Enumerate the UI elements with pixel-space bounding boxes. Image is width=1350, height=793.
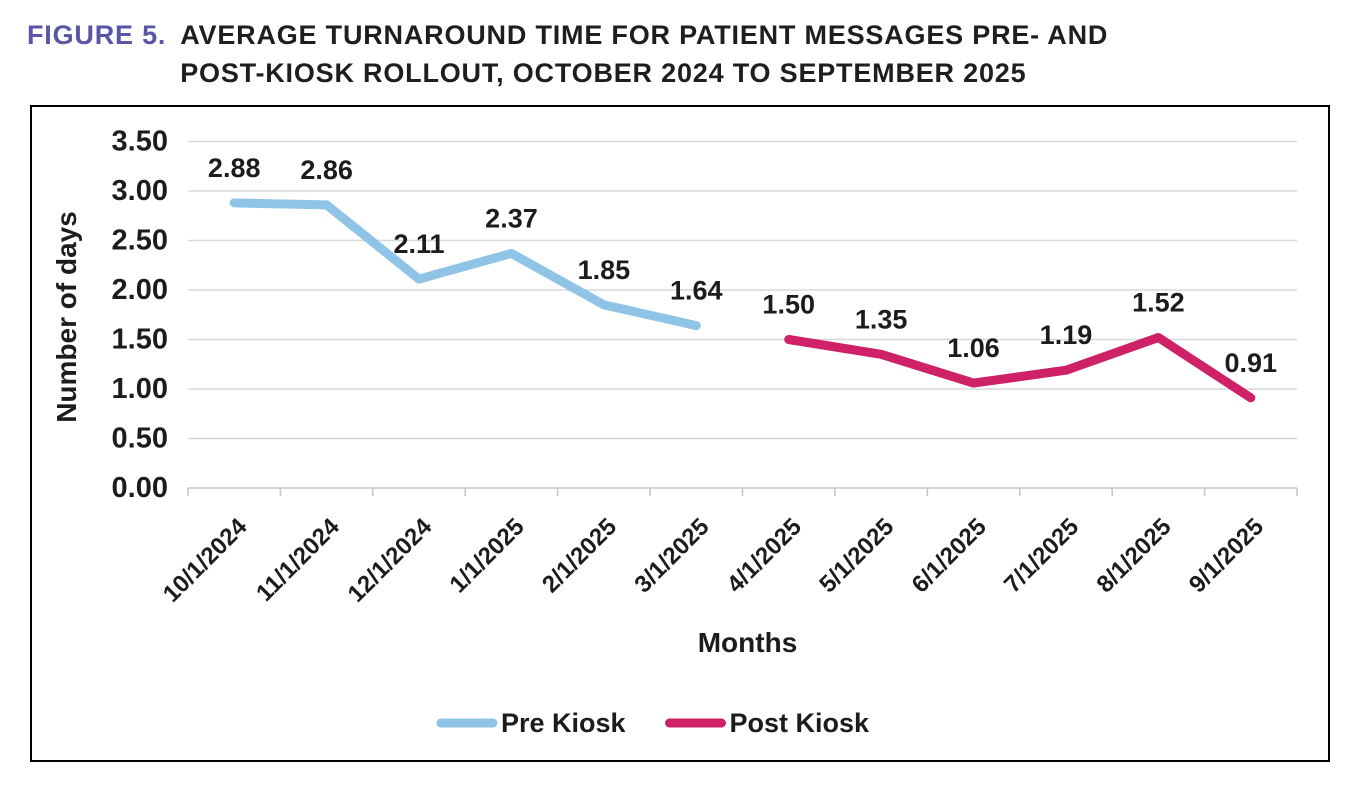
value-label: 2.11 — [394, 229, 445, 259]
x-tick-label: 10/1/2024 — [158, 513, 253, 608]
series-line-post-kiosk — [784, 333, 1256, 403]
x-tick-label: 2/1/2025 — [537, 513, 622, 598]
y-tick-label: 0.00 — [112, 472, 168, 504]
value-label: 1.85 — [578, 255, 631, 285]
figure-title-line-2: POST-KIOSK ROLLOUT, OCTOBER 2024 TO SEPT… — [180, 58, 1027, 88]
figure-title-text: AVERAGE TURNAROUND TIME FOR PATIENT MESS… — [180, 16, 1108, 92]
figure-title: FIGURE 5. AVERAGE TURNAROUND TIME FOR PA… — [27, 16, 1108, 92]
x-tick-label: 4/1/2025 — [722, 513, 807, 598]
x-axis-title: Months — [698, 627, 798, 658]
value-label: 1.50 — [762, 290, 815, 320]
y-tick-label: 1.00 — [112, 373, 168, 405]
y-tick-labels: 0.00 0.50 1.00 1.50 2.00 2.50 3.00 3.50 — [112, 126, 168, 505]
value-label: 1.64 — [670, 276, 723, 306]
legend-item-pre-kiosk: Pre Kiosk — [436, 708, 627, 738]
x-tick-label: 7/1/2025 — [999, 513, 1084, 598]
x-tick-label: 8/1/2025 — [1091, 513, 1176, 598]
x-axis-ticks — [187, 488, 1298, 496]
y-tick-label: 2.00 — [112, 274, 168, 306]
y-tick-label: 0.50 — [112, 423, 168, 455]
value-label: 2.86 — [300, 155, 353, 185]
figure-title-line-1: AVERAGE TURNAROUND TIME FOR PATIENT MESS… — [180, 20, 1109, 50]
x-tick-label: 12/1/2024 — [343, 513, 438, 608]
value-label: 1.19 — [1040, 320, 1093, 350]
y-tick-label: 1.50 — [112, 324, 168, 356]
value-labels: 2.88 2.86 2.11 2.37 1.85 1.64 1.50 1.35 1.06 1.19… — [208, 153, 1277, 378]
line-chart: 0.00 0.50 1.00 1.50 2.00 2.50 3.00 3.50 Number o… — [51, 126, 1298, 738]
chart-frame: 0.00 0.50 1.00 1.50 2.00 2.50 3.00 3.50 Number o… — [30, 105, 1330, 762]
value-label: 2.37 — [485, 203, 538, 233]
series-line-pre-kiosk — [229, 198, 701, 331]
value-label: 0.91 — [1225, 348, 1278, 378]
x-tick-label: 9/1/2025 — [1184, 513, 1269, 598]
figure-label: FIGURE 5. — [27, 20, 167, 50]
x-tick-label: 11/1/2024 — [251, 513, 345, 607]
value-label: 1.06 — [947, 333, 1000, 363]
x-tick-label: 1/1/2025 — [445, 513, 530, 598]
x-tick-label: 5/1/2025 — [814, 513, 899, 598]
x-tick-label: 6/1/2025 — [907, 513, 992, 598]
value-label: 1.52 — [1132, 288, 1185, 318]
x-tick-label: 3/1/2025 — [629, 513, 714, 598]
y-axis-title: Number of days — [51, 211, 82, 423]
y-tick-label: 3.50 — [112, 126, 168, 158]
gridlines — [188, 140, 1297, 489]
legend-label: Pre Kiosk — [501, 708, 627, 738]
legend: Pre Kiosk Post Kiosk — [436, 708, 871, 738]
value-label: 1.35 — [855, 304, 908, 334]
y-tick-label: 3.00 — [112, 175, 168, 207]
legend-item-post-kiosk: Post Kiosk — [665, 708, 871, 738]
y-tick-label: 2.50 — [112, 225, 168, 257]
legend-label: Post Kiosk — [730, 708, 871, 738]
value-label: 2.88 — [208, 153, 261, 183]
